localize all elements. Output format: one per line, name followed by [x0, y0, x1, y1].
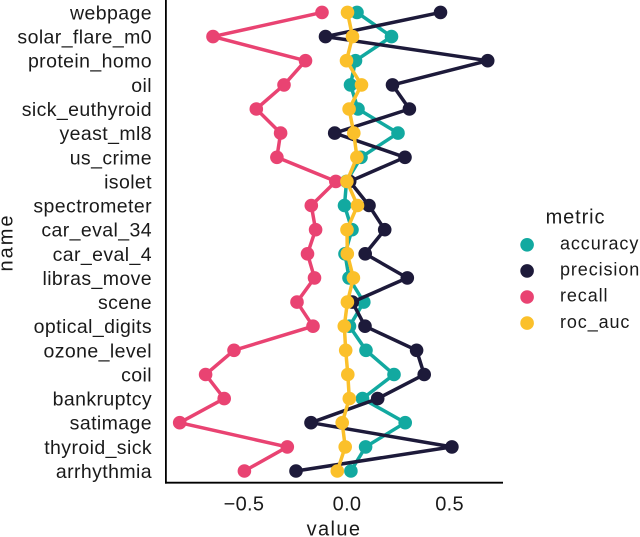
- svg-text:protein_homo: protein_homo: [28, 51, 152, 73]
- svg-text:optical_digits: optical_digits: [34, 316, 152, 338]
- svg-text:webpage: webpage: [69, 2, 152, 24]
- svg-text:metric: metric: [546, 207, 606, 229]
- svg-text:satimage: satimage: [70, 413, 152, 435]
- svg-text:thyroid_sick: thyroid_sick: [44, 437, 152, 459]
- svg-text:libras_move: libras_move: [42, 268, 152, 290]
- svg-text:precision: precision: [560, 260, 640, 280]
- svg-text:ozone_level: ozone_level: [44, 340, 152, 362]
- svg-text:name: name: [0, 213, 18, 271]
- svg-text:yeast_ml8: yeast_ml8: [60, 123, 152, 145]
- svg-text:us_crime: us_crime: [70, 147, 152, 169]
- svg-text:car_eval_34: car_eval_34: [41, 220, 152, 242]
- svg-text:car_eval_4: car_eval_4: [53, 244, 152, 266]
- svg-text:recall: recall: [560, 286, 608, 306]
- svg-text:value: value: [307, 519, 362, 537]
- svg-text:0.5: 0.5: [435, 494, 464, 516]
- svg-text:accuracy: accuracy: [560, 234, 639, 254]
- svg-text:oil: oil: [131, 75, 152, 97]
- svg-text:roc_auc: roc_auc: [560, 312, 630, 333]
- svg-text:coil: coil: [121, 365, 152, 387]
- svg-text:solar_flare_m0: solar_flare_m0: [17, 27, 152, 49]
- svg-text:spectrometer: spectrometer: [33, 196, 152, 218]
- svg-text:−0.5: −0.5: [224, 494, 265, 516]
- svg-text:bankruptcy: bankruptcy: [53, 389, 152, 411]
- svg-text:scene: scene: [98, 292, 152, 314]
- svg-text:0.0: 0.0: [333, 494, 362, 516]
- svg-text:isolet: isolet: [104, 171, 152, 193]
- svg-text:sick_euthyroid: sick_euthyroid: [22, 99, 152, 121]
- svg-text:arrhythmia: arrhythmia: [56, 461, 152, 483]
